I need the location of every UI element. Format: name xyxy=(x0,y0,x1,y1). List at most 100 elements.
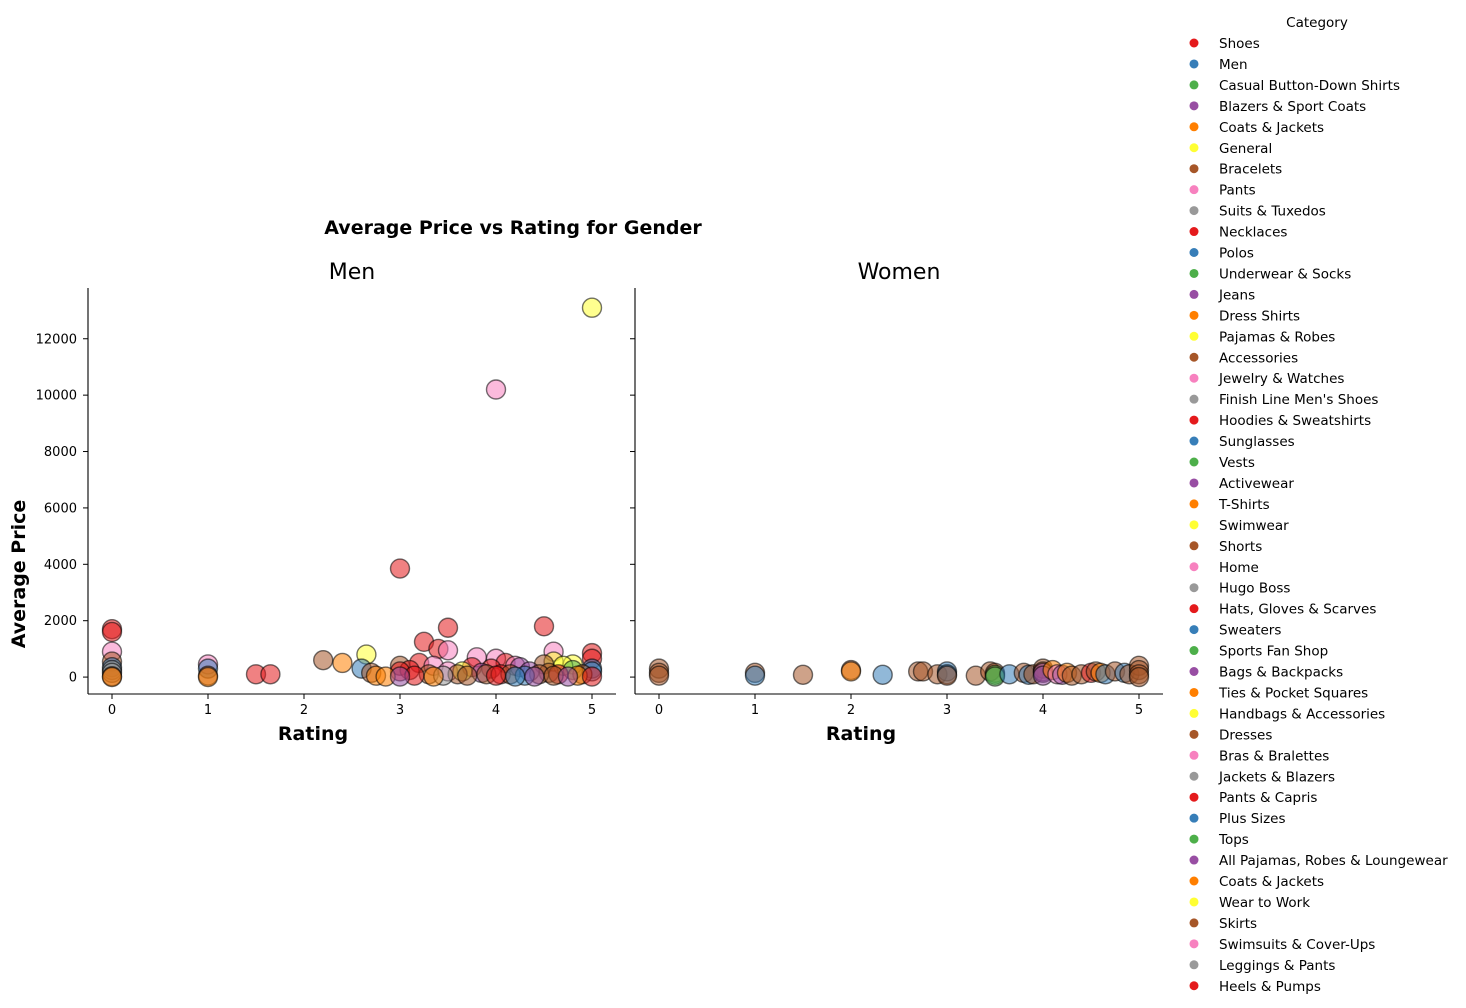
legend-item: Dresses xyxy=(1189,727,1272,743)
legend-label: T-Shirts xyxy=(1218,497,1270,513)
legend-label: Wear to Work xyxy=(1219,895,1310,911)
legend-item: All Pajamas, Robes & Loungewear xyxy=(1189,853,1448,869)
legend-marker xyxy=(1189,248,1199,257)
legend-marker xyxy=(1189,876,1199,886)
panel-men: Men 0 1 2 3 4 5 0 2000 4000 6000 8000 10000 12000 R… xyxy=(36,260,616,745)
data-point xyxy=(389,558,411,579)
legend-marker xyxy=(1189,164,1199,174)
legend-item: Shorts xyxy=(1189,539,1262,555)
legend-item: Dress Shirts xyxy=(1189,308,1300,324)
legend-label: Coats & Jackets xyxy=(1219,120,1324,136)
legend-item: Bracelets xyxy=(1189,162,1282,178)
data-point xyxy=(389,666,411,687)
data-point xyxy=(872,664,893,686)
legend-marker xyxy=(1189,206,1199,216)
legend-label: Accessories xyxy=(1219,350,1298,366)
legend-item: Swimsuits & Cover-Ups xyxy=(1189,937,1375,953)
legend-item: Pants & Capris xyxy=(1189,790,1317,806)
legend-label: Underwear & Socks xyxy=(1219,266,1351,282)
legend-item: Blazers & Sport Coats xyxy=(1189,99,1366,115)
legend-label: Finish Line Men's Shoes xyxy=(1219,392,1378,408)
x-axis-label-women: Rating xyxy=(826,723,896,745)
legend-label: Hugo Boss xyxy=(1219,581,1290,597)
x-tick-label: 5 xyxy=(1135,703,1143,718)
legend-item: Bras & Bralettes xyxy=(1189,748,1329,764)
legend-label: Hoodies & Sweatshirts xyxy=(1219,413,1371,429)
legend-label: Tops xyxy=(1218,832,1249,848)
legend-item: Wear to Work xyxy=(1189,895,1310,911)
legend-marker xyxy=(1189,939,1199,949)
x-tick-label: 1 xyxy=(751,703,759,718)
legend-marker xyxy=(1189,122,1199,132)
legend-marker xyxy=(1189,792,1199,802)
legend-marker xyxy=(1189,583,1199,593)
x-tick-label: 5 xyxy=(588,703,596,718)
data-point xyxy=(792,664,814,686)
data-point xyxy=(485,379,507,400)
legend: Category Shoes Men Casual Button-Down Shir… xyxy=(1189,15,1448,995)
legend-label: Pants & Capris xyxy=(1219,790,1317,806)
x-ticks-women: 0 1 2 3 4 5 xyxy=(655,694,1143,718)
legend-item: Suits & Tuxedos xyxy=(1189,204,1326,220)
legend-label: Plus Sizes xyxy=(1219,811,1286,827)
legend-item: Skirts xyxy=(1189,916,1257,932)
legend-label: Jackets & Blazers xyxy=(1218,769,1335,785)
legend-item: General xyxy=(1189,141,1272,157)
x-ticks-men: 0 1 2 3 4 5 xyxy=(108,694,596,718)
x-axis-label-men: Rating xyxy=(278,723,348,745)
legend-item: Sweaters xyxy=(1189,623,1281,639)
data-point xyxy=(197,666,219,688)
x-tick-label: 0 xyxy=(655,703,663,718)
legend-item: Men xyxy=(1189,57,1248,73)
legend-label: Bras & Bralettes xyxy=(1219,748,1329,764)
legend-marker xyxy=(1189,625,1199,635)
y-ticks-women xyxy=(630,338,635,678)
legend-marker xyxy=(1189,771,1199,781)
data-point xyxy=(313,649,334,671)
legend-marker xyxy=(1189,708,1199,718)
chart-title: Average Price vs Rating for Gender xyxy=(324,217,702,239)
legend-marker xyxy=(1189,687,1199,697)
legend-marker xyxy=(1189,310,1199,320)
legend-marker xyxy=(1189,855,1199,865)
legend-item: Swimwear xyxy=(1189,518,1289,534)
legend-item: Home xyxy=(1189,560,1259,576)
legend-item: Ties & Pocket Squares xyxy=(1189,685,1368,701)
legend-label: Suits & Tuxedos xyxy=(1219,204,1326,220)
legend-marker xyxy=(1189,981,1199,991)
y-tick-label: 4000 xyxy=(44,558,77,573)
legend-marker xyxy=(1189,499,1199,509)
legend-marker xyxy=(1189,918,1199,928)
legend-marker xyxy=(1189,415,1199,425)
legend-label: Swimwear xyxy=(1219,518,1289,534)
legend-marker xyxy=(1189,750,1199,760)
data-point xyxy=(533,616,555,637)
legend-item: Jackets & Blazers xyxy=(1189,769,1335,785)
legend-marker xyxy=(1189,520,1199,530)
legend-item: Coats & Jackets xyxy=(1189,120,1324,136)
legend-marker xyxy=(1189,80,1199,90)
data-point xyxy=(581,666,603,687)
legend-label: Bags & Backpacks xyxy=(1219,665,1343,681)
legend-item: Hoodies & Sweatshirts xyxy=(1189,413,1371,429)
legend-item: Hats, Gloves & Scarves xyxy=(1189,602,1376,618)
legend-marker xyxy=(1189,960,1199,970)
legend-marker xyxy=(1189,38,1199,48)
legend-marker xyxy=(1189,729,1199,739)
data-point xyxy=(423,666,444,687)
legend-marker xyxy=(1189,813,1199,823)
legend-item: Sports Fan Shop xyxy=(1189,644,1328,660)
legend-label: Skirts xyxy=(1219,916,1257,932)
legend-marker xyxy=(1189,268,1199,278)
legend-label: Sunglasses xyxy=(1219,434,1295,450)
legend-label: Leggings & Pants xyxy=(1219,958,1335,974)
x-tick-label: 1 xyxy=(204,703,212,718)
legend-label: Pajamas & Robes xyxy=(1219,329,1335,345)
legend-item: Bags & Backpacks xyxy=(1189,665,1343,681)
x-tick-label: 0 xyxy=(108,703,116,718)
y-tick-label: 8000 xyxy=(44,445,77,460)
data-point xyxy=(557,666,579,687)
legend-label: Sweaters xyxy=(1219,623,1281,639)
y-tick-label: 6000 xyxy=(44,501,77,516)
legend-item: T-Shirts xyxy=(1189,497,1270,513)
